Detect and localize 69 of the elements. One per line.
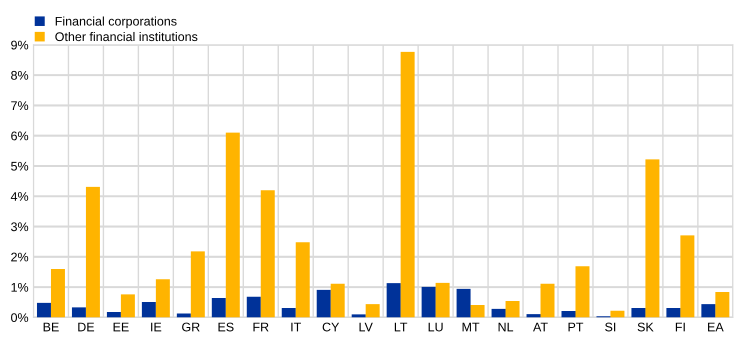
bar (506, 301, 520, 318)
bar (631, 308, 646, 318)
y-tick-label: 5% (11, 162, 28, 171)
x-tick-label: EE (114, 322, 129, 332)
bar (701, 304, 716, 318)
bar (470, 304, 485, 318)
bar (422, 286, 436, 318)
bar (296, 242, 310, 318)
y-tick-label: 6% (11, 132, 28, 140)
y-tick-label: 8% (11, 70, 28, 80)
legend-label: Financial corporations (56, 16, 177, 28)
x-tick-label: IT (291, 322, 302, 332)
bar (436, 282, 450, 318)
bar (680, 235, 694, 318)
legend-label: Other financial institutions (55, 32, 198, 42)
bar (72, 307, 86, 318)
x-tick-label: MT (462, 322, 480, 332)
bar (36, 302, 51, 318)
y-tick-label: 9% (11, 40, 28, 50)
bar (120, 294, 135, 318)
bar (386, 283, 401, 318)
bar (366, 304, 380, 318)
y-tick-label: 4% (10, 192, 28, 201)
bar (540, 284, 555, 318)
bar (666, 308, 680, 318)
x-tick-label: NL (498, 322, 514, 332)
x-tick-label: LV (360, 322, 373, 332)
y-tick-label: 1% (12, 282, 28, 292)
bar (645, 159, 660, 318)
bar (142, 302, 156, 318)
x-tick-label: CY (322, 322, 340, 332)
bar (50, 268, 65, 318)
bar (282, 308, 296, 318)
x-tick-label: IE (151, 322, 162, 332)
bar (330, 284, 345, 318)
bar (316, 290, 331, 318)
x-tick-label: DE (78, 322, 94, 332)
bar (246, 296, 261, 318)
bar (610, 310, 624, 318)
bar (260, 190, 275, 318)
bar (526, 314, 541, 318)
y-tick-label: 7% (11, 101, 28, 110)
bar (190, 251, 205, 318)
x-tick-label: FI (676, 322, 685, 332)
bar (400, 52, 415, 318)
bar (492, 308, 506, 318)
x-tick-label: AT (533, 322, 548, 332)
bar (715, 292, 730, 318)
x-tick-label: EA (708, 322, 724, 332)
y-tick-label: 0% (11, 313, 28, 322)
x-tick-label: GR (182, 322, 200, 332)
bar (156, 279, 170, 318)
bar (86, 186, 100, 318)
x-tick-label: LT (394, 322, 408, 332)
bar (575, 266, 590, 318)
x-tick-label: BE (44, 322, 59, 332)
x-tick-label: SI (605, 322, 616, 332)
x-tick-label: ES (218, 322, 234, 332)
y-tick-label: 2% (11, 252, 28, 262)
bar (212, 298, 226, 318)
bar (106, 312, 121, 318)
x-tick-label: PT (568, 322, 584, 332)
x-tick-label: FR (253, 322, 269, 332)
y-tick-label: 3% (11, 222, 28, 232)
bar (561, 311, 576, 318)
bar (456, 288, 471, 318)
bar (226, 132, 240, 318)
x-tick-label: LU (428, 322, 443, 332)
x-tick-label: SK (638, 322, 654, 332)
